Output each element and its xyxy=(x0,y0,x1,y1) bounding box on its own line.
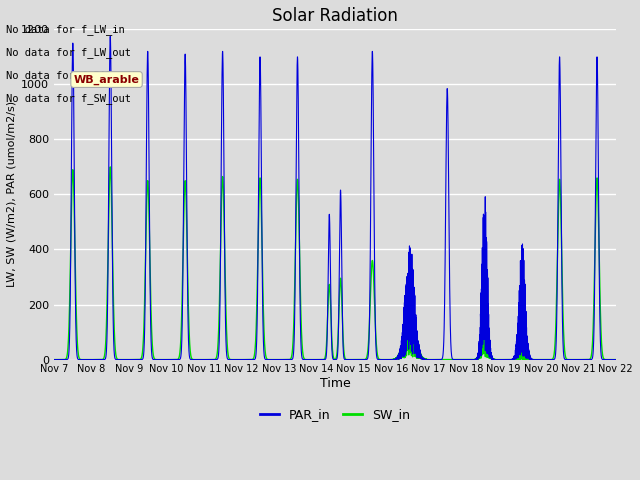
SW_in xyxy=(431,357,438,362)
Line: SW_in: SW_in xyxy=(54,167,640,360)
PAR_in xyxy=(495,357,502,362)
Line: PAR_in: PAR_in xyxy=(54,36,640,360)
Legend: PAR_in, SW_in: PAR_in, SW_in xyxy=(255,403,415,426)
Title: Solar Radiation: Solar Radiation xyxy=(272,7,398,25)
PAR_in xyxy=(405,346,413,352)
SW_in xyxy=(405,352,413,358)
SW_in xyxy=(495,357,502,362)
SW_in xyxy=(51,357,58,362)
Y-axis label: LW, SW (W/m2), PAR (umol/m2/s): LW, SW (W/m2), PAR (umol/m2/s) xyxy=(7,101,17,288)
PAR_in xyxy=(612,357,620,362)
PAR_in xyxy=(106,34,114,39)
Text: WB_arable: WB_arable xyxy=(74,74,140,84)
SW_in xyxy=(527,357,534,362)
Text: No data for f_PAR_out: No data for f_PAR_out xyxy=(6,70,138,81)
X-axis label: Time: Time xyxy=(319,377,350,390)
PAR_in xyxy=(51,357,58,362)
SW_in xyxy=(106,164,114,170)
PAR_in xyxy=(431,357,438,362)
SW_in xyxy=(81,357,88,362)
PAR_in xyxy=(81,357,88,362)
PAR_in xyxy=(268,357,275,362)
Text: No data for f_LW_in: No data for f_LW_in xyxy=(6,24,125,35)
Text: No data for f_SW_out: No data for f_SW_out xyxy=(6,93,131,104)
PAR_in xyxy=(527,355,534,361)
SW_in xyxy=(268,357,275,362)
SW_in xyxy=(425,357,433,362)
Text: No data for f_LW_out: No data for f_LW_out xyxy=(6,47,131,58)
